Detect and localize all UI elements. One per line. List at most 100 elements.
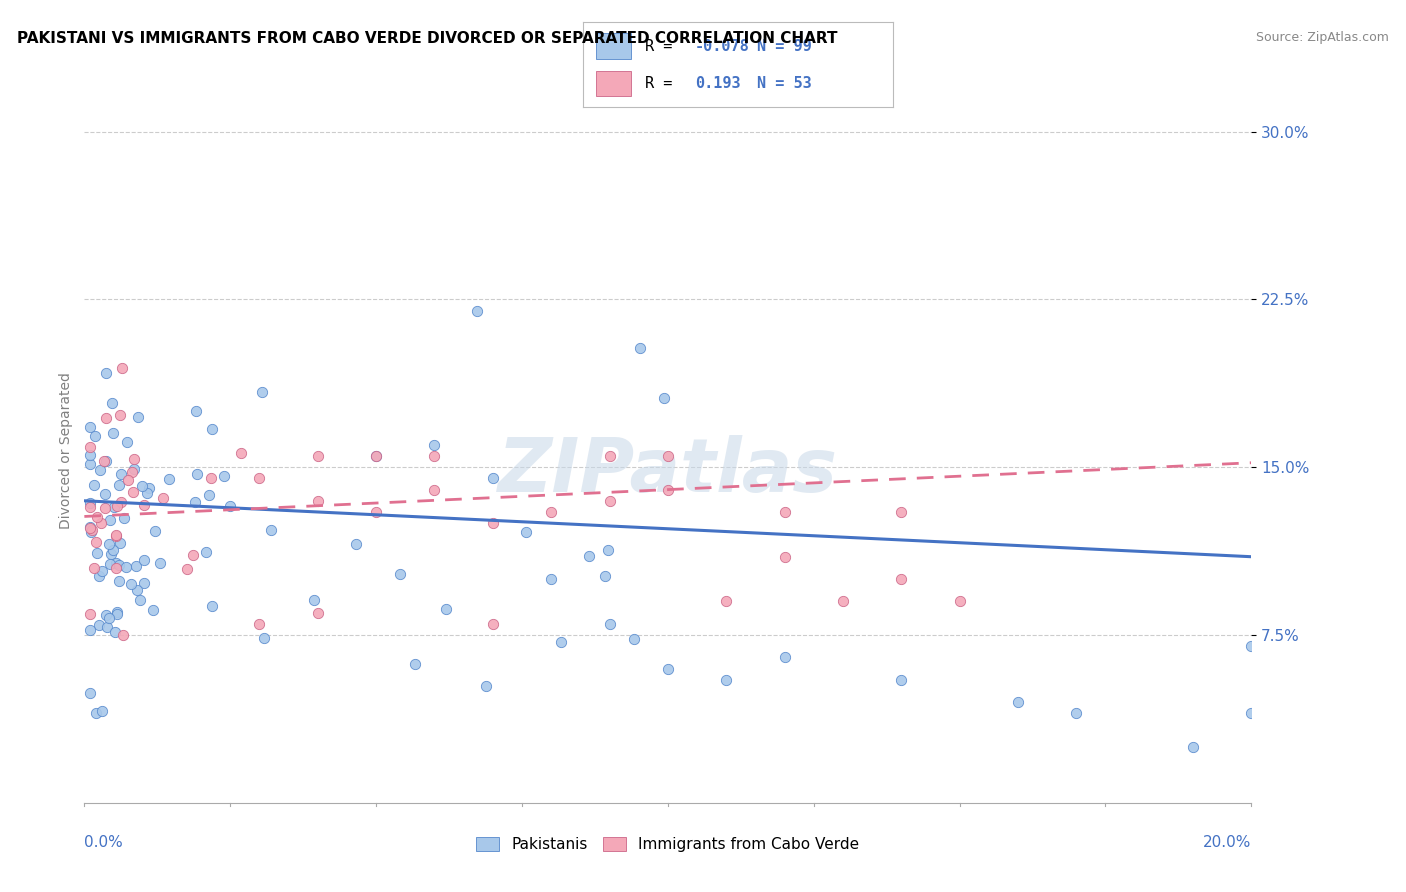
Point [125, 559, 148, 574]
Point [134, 498, 156, 512]
Point [105, 561, 128, 575]
Point [79, 686, 101, 700]
Point [657, 662, 679, 676]
Point [79, 500, 101, 515]
Point [87, 617, 110, 632]
Point [773, 650, 796, 665]
Point [201, 599, 224, 614]
Point [482, 616, 505, 631]
Point [93, 454, 115, 468]
Text: N = 99: N = 99 [756, 38, 811, 54]
Point [201, 422, 224, 436]
Point [482, 516, 505, 531]
FancyBboxPatch shape [596, 70, 631, 96]
Point [252, 385, 274, 400]
Point [79, 440, 101, 454]
Point [86, 545, 108, 559]
Text: 0.0%: 0.0% [84, 835, 124, 849]
Point [86, 510, 108, 524]
Legend: Pakistanis, Immigrants from Cabo Verde: Pakistanis, Immigrants from Cabo Verde [470, 831, 866, 859]
Point [105, 528, 128, 542]
Point [105, 605, 128, 619]
Point [115, 434, 138, 449]
Point [434, 601, 457, 615]
Point [105, 607, 128, 621]
Point [307, 606, 329, 620]
Point [890, 673, 912, 687]
Point [117, 473, 139, 487]
Text: Source: ZipAtlas.com: Source: ZipAtlas.com [1256, 31, 1389, 45]
Point [108, 409, 131, 423]
Point [366, 449, 388, 463]
Point [229, 446, 252, 460]
Point [112, 628, 135, 642]
Point [540, 572, 562, 586]
Text: ZIPatlas: ZIPatlas [498, 435, 838, 508]
Point [83, 561, 105, 575]
Point [260, 523, 283, 537]
Point [1240, 706, 1263, 721]
Point [249, 471, 271, 485]
Point [249, 616, 271, 631]
Point [101, 425, 124, 440]
Point [112, 511, 135, 525]
Point [98, 611, 121, 625]
Point [595, 568, 617, 582]
Point [214, 468, 236, 483]
Point [108, 558, 131, 572]
Point [654, 391, 676, 405]
Point [176, 562, 198, 576]
Point [423, 483, 446, 497]
Point [100, 547, 122, 561]
Text: R =: R = [645, 38, 682, 54]
Point [184, 494, 207, 508]
Point [79, 607, 101, 622]
Point [540, 505, 562, 519]
Point [127, 583, 149, 598]
Point [302, 593, 325, 607]
Point [94, 501, 117, 516]
Point [186, 467, 208, 481]
Text: N = 53: N = 53 [756, 76, 811, 91]
Point [124, 452, 146, 467]
Point [657, 449, 679, 463]
Text: -0.078: -0.078 [695, 38, 749, 54]
Point [98, 513, 121, 527]
Point [515, 524, 537, 539]
Point [195, 545, 218, 559]
Point [344, 537, 367, 551]
Point [104, 624, 127, 639]
Point [186, 404, 208, 418]
Text: 0.193: 0.193 [695, 76, 741, 91]
Point [200, 471, 222, 485]
Text: 20.0%: 20.0% [1204, 835, 1251, 849]
Point [104, 528, 127, 542]
Point [79, 496, 101, 510]
Point [716, 673, 738, 687]
Point [550, 635, 572, 649]
Point [599, 616, 621, 631]
Point [108, 574, 131, 588]
Point [84, 534, 107, 549]
Point [94, 608, 117, 623]
Point [104, 556, 127, 570]
Point [91, 704, 114, 718]
Point [90, 516, 112, 530]
Point [628, 341, 651, 355]
Point [79, 520, 101, 534]
Point [253, 631, 276, 645]
Point [404, 657, 426, 671]
Point [598, 543, 620, 558]
Point [657, 483, 679, 497]
Point [366, 449, 388, 463]
Point [1007, 695, 1029, 709]
Point [79, 420, 101, 434]
Point [90, 564, 112, 578]
Point [94, 366, 117, 380]
Point [80, 525, 103, 540]
Point [599, 493, 621, 508]
Point [136, 486, 159, 500]
Point [599, 449, 621, 463]
Point [1182, 739, 1205, 754]
Point [890, 572, 912, 586]
